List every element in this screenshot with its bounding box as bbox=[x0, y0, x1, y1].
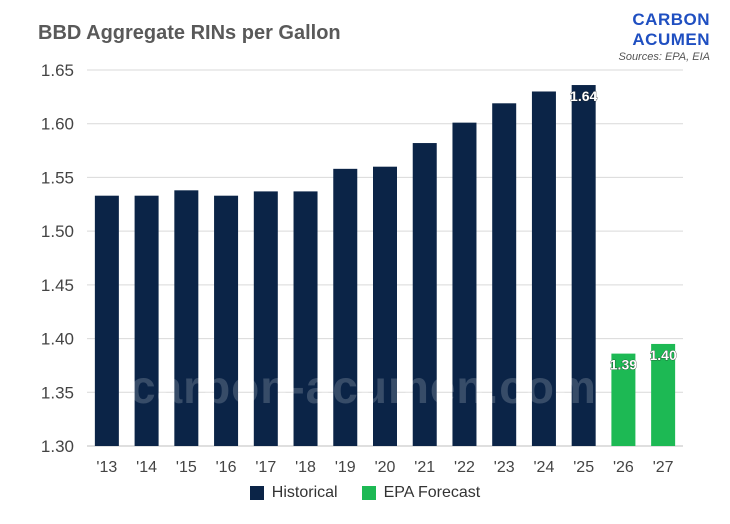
y-tick-label: 1.40 bbox=[41, 330, 74, 349]
x-tick-label: '24 bbox=[534, 459, 555, 476]
bar-historical bbox=[253, 191, 278, 446]
chart-title: BBD Aggregate RINs per Gallon bbox=[38, 22, 341, 44]
x-tick-label: '13 bbox=[96, 459, 117, 476]
bar-historical bbox=[571, 85, 596, 446]
legend-swatch-forecast bbox=[361, 486, 376, 500]
legend-swatch-historical bbox=[249, 486, 264, 500]
brand-line-2: ACUMEN bbox=[632, 30, 710, 49]
y-tick-label: 1.60 bbox=[41, 115, 74, 134]
bar-historical bbox=[492, 103, 517, 446]
bar-historical bbox=[214, 195, 239, 446]
source-note: Sources: EPA, EIA bbox=[618, 51, 710, 63]
data-label: 1.40 bbox=[650, 347, 677, 363]
bar-historical bbox=[452, 122, 477, 446]
bar-historical bbox=[134, 195, 159, 446]
legend-item-historical: Historical bbox=[249, 484, 338, 502]
brand-logo: CARBON ACUMEN Sources: EPA, EIA bbox=[590, 10, 710, 63]
bar-forecast bbox=[651, 343, 676, 446]
bar-historical bbox=[531, 91, 556, 446]
y-tick-label: 1.50 bbox=[41, 222, 74, 241]
bar-historical bbox=[94, 195, 119, 446]
x-tick-label: '17 bbox=[255, 459, 276, 476]
brand-line-1: CARBON bbox=[632, 10, 710, 29]
x-tick-label: '27 bbox=[653, 459, 674, 476]
x-tick-label: '21 bbox=[414, 459, 435, 476]
x-tick-label: '20 bbox=[375, 459, 396, 476]
y-tick-label: 1.30 bbox=[41, 437, 74, 456]
bar-forecast bbox=[611, 353, 636, 446]
y-tick-label: 1.55 bbox=[41, 168, 74, 187]
y-tick-label: 1.65 bbox=[41, 61, 74, 80]
x-tick-label: '26 bbox=[613, 459, 634, 476]
y-tick-label: 1.45 bbox=[41, 276, 74, 295]
legend-item-forecast: EPA Forecast bbox=[361, 484, 481, 502]
bar-historical bbox=[174, 190, 199, 446]
bar-historical bbox=[333, 168, 358, 446]
x-tick-label: '25 bbox=[573, 459, 594, 476]
x-tick-label: '18 bbox=[295, 459, 316, 476]
x-tick-label: '14 bbox=[136, 459, 157, 476]
bar-historical bbox=[293, 191, 318, 446]
legend-label-forecast: EPA Forecast bbox=[383, 484, 481, 501]
legend-label-historical: Historical bbox=[271, 484, 338, 501]
x-tick-label: '23 bbox=[494, 459, 515, 476]
data-label: 1.39 bbox=[610, 357, 637, 373]
bar-historical bbox=[412, 143, 437, 446]
bar-historical bbox=[373, 166, 397, 446]
legend: Historical EPA Forecast bbox=[0, 484, 730, 502]
data-label: 1.64 bbox=[570, 88, 597, 104]
x-tick-label: '22 bbox=[454, 459, 475, 476]
x-tick-label: '16 bbox=[216, 459, 237, 476]
x-tick-label: '15 bbox=[176, 459, 197, 476]
x-tick-label: '19 bbox=[335, 459, 356, 476]
y-tick-label: 1.35 bbox=[41, 383, 74, 402]
